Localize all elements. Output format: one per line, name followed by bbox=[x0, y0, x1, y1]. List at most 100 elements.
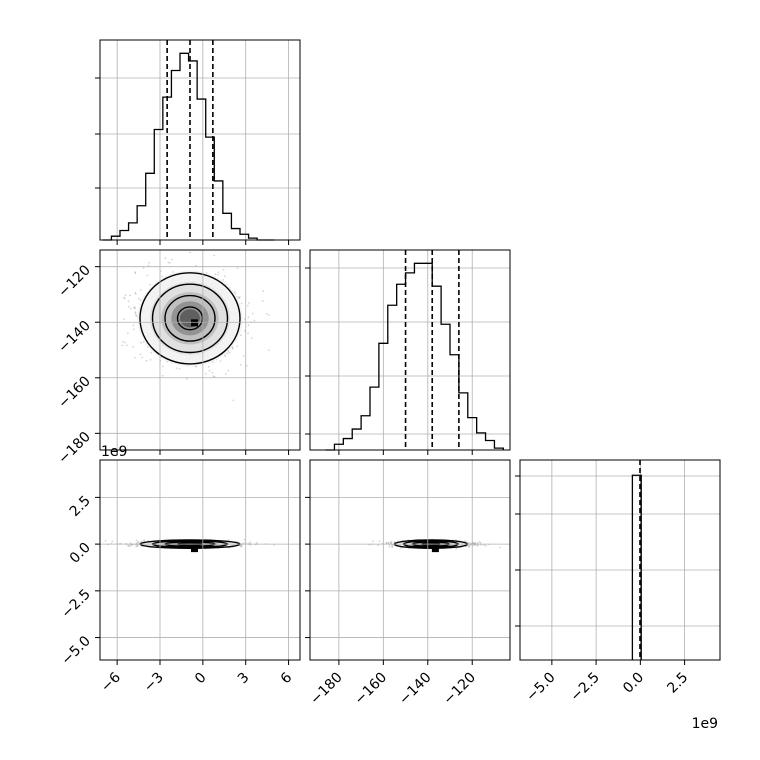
scatter-p2-p3-point-816 bbox=[387, 541, 390, 544]
scatter-p1-p2-point-300 bbox=[195, 365, 198, 368]
scatter-p1-p2-point-529 bbox=[233, 290, 236, 293]
scatter-p2-p3-peak bbox=[431, 545, 439, 553]
scatter-p1-p2-ytick-label-2: −140 bbox=[55, 318, 94, 357]
scatter-p1-p3-ytick-label-2: 0.0 bbox=[67, 540, 94, 567]
scatter-p1-p2-point-762 bbox=[127, 306, 130, 308]
scatter-p1-p2-point-693 bbox=[126, 344, 128, 347]
scatter-p1-p2-point-41 bbox=[228, 351, 231, 354]
hist-p2-bin-15 bbox=[459, 393, 468, 450]
scatter-p1-p2-point-896 bbox=[247, 324, 250, 327]
scatter-p2-p3-point-629 bbox=[478, 541, 481, 543]
hist-p1-bin-2 bbox=[120, 230, 129, 240]
scatter-p1-p3-point-605 bbox=[111, 540, 114, 543]
scatter-p1-p2-point-673 bbox=[242, 355, 245, 357]
scatter-p1-p2-point-439 bbox=[227, 369, 230, 372]
col1-xtick-label-0: −180 bbox=[307, 670, 346, 709]
hist-p2-bin-8 bbox=[397, 284, 406, 450]
scatter-p1-p2-point-240 bbox=[123, 297, 126, 300]
scatter-p1-p2-point-667 bbox=[253, 319, 256, 322]
scatter-p1-p3-point-419 bbox=[240, 545, 242, 548]
scatter-p1-p2-point-347 bbox=[239, 364, 242, 366]
hist-p2-bin-16 bbox=[468, 418, 477, 450]
scatter-p1-p2-point-556 bbox=[240, 302, 243, 305]
col0-xtick-label-0: −6 bbox=[98, 669, 124, 695]
scatter-p1-p2-point-753 bbox=[134, 271, 137, 274]
scatter-p1-p2-point-337 bbox=[139, 289, 142, 291]
col1-xtick-label-1: −160 bbox=[352, 670, 391, 709]
col0-xtick-label-3: 3 bbox=[235, 670, 253, 688]
scatter-p1-p2-point-689 bbox=[225, 246, 227, 248]
hist-p2-bin-9 bbox=[406, 273, 415, 450]
scatter-p1-p2-contour-3 bbox=[139, 272, 241, 365]
scatter-p1-p2-point-251 bbox=[236, 345, 239, 348]
scatter-p2-p3-point-661 bbox=[400, 547, 402, 549]
scatter-p1-p2-point-743 bbox=[142, 267, 145, 269]
scatter-p2-p3-point-652 bbox=[387, 542, 389, 544]
scatter-p2-p3-point-495 bbox=[390, 540, 393, 543]
scatter-p1-p3-frame bbox=[99, 459, 301, 661]
scatter-p2-p3-point-896 bbox=[476, 542, 479, 544]
hist-p2-bin-5 bbox=[370, 387, 379, 450]
col0-xtick-label-2: 0 bbox=[192, 670, 210, 688]
scatter-p1-p2-point-622 bbox=[194, 264, 197, 267]
scatter-p1-p3-point-403 bbox=[143, 539, 146, 542]
scatter-p1-p2-point-647 bbox=[134, 357, 136, 359]
scatter-p1-p2-point-549 bbox=[238, 297, 241, 299]
scatter-p1-p3-point-351 bbox=[135, 545, 138, 548]
scatter-p1-p2-point-254 bbox=[251, 312, 254, 315]
scatter-p1-p3-point-273 bbox=[135, 539, 138, 542]
scatter-p1-p2-point-87 bbox=[121, 344, 124, 347]
scatter-p1-p2-point-672 bbox=[137, 297, 140, 300]
scatter-p1-p2-point-787 bbox=[248, 302, 250, 304]
scatter-p1-p2-ytick-label-3: −120 bbox=[55, 262, 94, 301]
scatter-p1-p2-point-420 bbox=[167, 261, 170, 264]
scatter-p1-p2-point-348 bbox=[214, 273, 217, 276]
hist-p1-step-outline bbox=[102, 52, 275, 241]
scatter-p1-p3-point-827 bbox=[255, 541, 258, 544]
hist-p3-frame bbox=[519, 459, 721, 661]
scatter-p1-p2-point-811 bbox=[132, 307, 135, 309]
scatter-p2-p3-point-286 bbox=[483, 544, 485, 546]
scatter-p2-p3-point-163 bbox=[385, 541, 388, 544]
scatter-p1-p2-point-0 bbox=[261, 299, 264, 302]
scatter-p1-p2-point-669 bbox=[224, 355, 227, 357]
hist-p2-bin-14 bbox=[450, 355, 459, 450]
hist-p1-bin-1 bbox=[111, 236, 120, 240]
scatter-p1-p2-point-781 bbox=[211, 371, 214, 374]
scatter-p1-p2-point-510 bbox=[189, 251, 192, 254]
scatter-p2-p3-point-829 bbox=[377, 544, 379, 547]
scatter-p1-p2-point-349 bbox=[250, 337, 253, 340]
scatter-p1-p2-point-236 bbox=[171, 271, 174, 273]
scatter-p1-p2-point-790 bbox=[240, 334, 242, 336]
scatter-p1-p3-point-321 bbox=[240, 545, 243, 548]
col0-xtick-label-1: −3 bbox=[141, 670, 167, 696]
scatter-p1-p2-point-357 bbox=[150, 351, 152, 354]
scatter-p1-p2-point-627 bbox=[246, 304, 249, 307]
scatter-p1-p3-peak bbox=[191, 545, 198, 553]
hist-p1-bin-6 bbox=[154, 130, 163, 240]
hist-p1-bin-11 bbox=[197, 99, 206, 240]
hist-p1-bin-8 bbox=[171, 70, 180, 240]
scatter-p1-p2-point-806 bbox=[222, 279, 225, 281]
hist-p1-bin-5 bbox=[146, 173, 155, 240]
scatter-p2-p3-point-514 bbox=[499, 546, 502, 549]
scatter-p1-p2-point-375 bbox=[139, 299, 142, 301]
col1-xtick-label-3: −120 bbox=[441, 670, 480, 709]
scatter-p1-p2-point-566 bbox=[134, 272, 137, 275]
scatter-p2-p3-point-139 bbox=[468, 544, 470, 547]
scatter-p1-p2-point-617 bbox=[135, 315, 138, 318]
scatter-p1-p2-point-869 bbox=[247, 332, 249, 335]
hist-p1-frame bbox=[99, 39, 301, 241]
scatter-p1-p3-point-883 bbox=[136, 544, 139, 547]
scatter-p1-p3-point-109 bbox=[129, 542, 132, 545]
scatter-p2-p3-point-788 bbox=[468, 545, 471, 547]
hist-p1-bin-10 bbox=[189, 61, 198, 240]
hist-p2-bin-18 bbox=[486, 440, 495, 450]
scatter-p1-p2-point-802 bbox=[247, 316, 250, 319]
scatter-p1-p2-point-305 bbox=[169, 262, 172, 264]
scatter-p1-p3-point-669 bbox=[228, 547, 231, 549]
col0-xtick-label-4: 6 bbox=[278, 669, 296, 687]
hist-p1-bin-15 bbox=[231, 229, 240, 240]
col2-xtick-label-1: −2.5 bbox=[568, 670, 603, 705]
